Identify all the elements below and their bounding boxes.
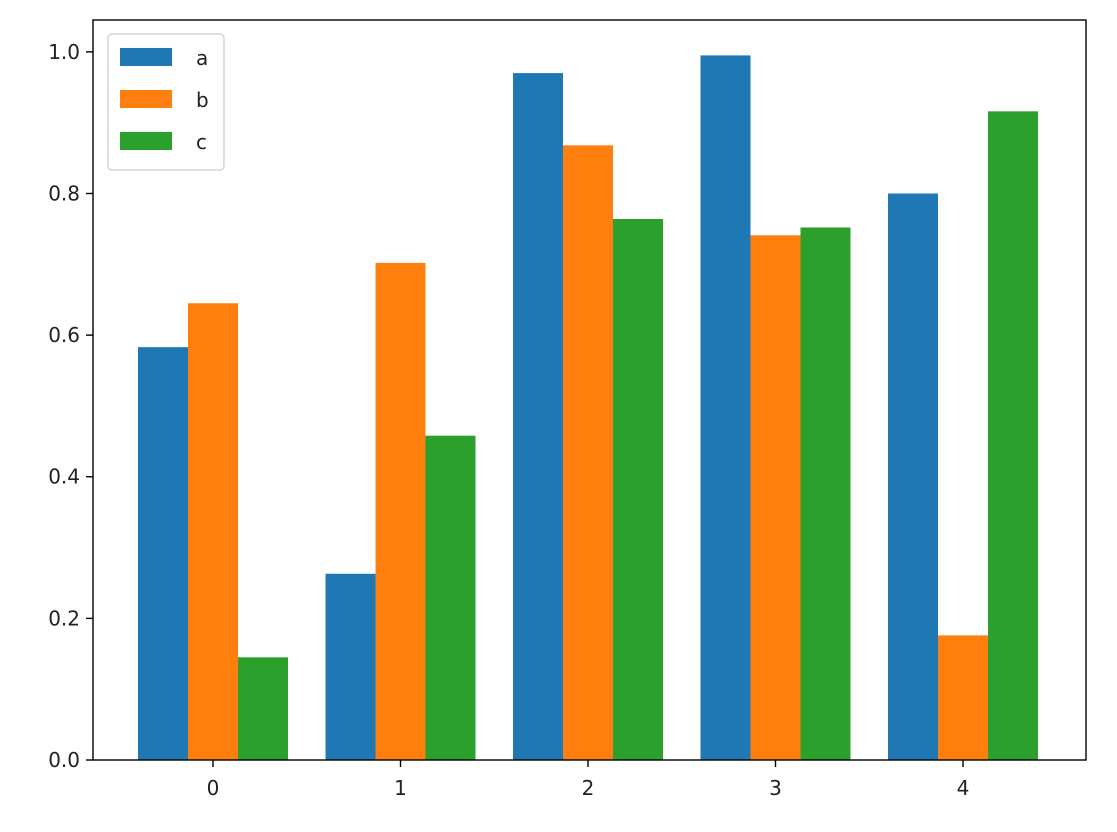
legend-swatch-b: [120, 90, 172, 108]
y-tick-label: 0.8: [48, 181, 80, 205]
x-tick-label: 0: [207, 776, 220, 800]
bar-a-2: [513, 73, 563, 760]
x-tick-label: 3: [769, 776, 782, 800]
legend-label-c: c: [196, 130, 207, 154]
x-tick-label: 2: [582, 776, 595, 800]
bar-a-3: [700, 55, 751, 761]
bar-b-2: [563, 145, 613, 760]
bar-c-3: [800, 227, 851, 760]
x-tick-label: 1: [394, 776, 407, 800]
bar-c-0: [238, 657, 288, 760]
bar-c-2: [613, 218, 663, 760]
y-tick-label: 0.0: [48, 748, 80, 772]
bar-a-0: [138, 347, 188, 760]
legend: abc: [107, 33, 225, 171]
y-tick-label: 0.4: [48, 465, 80, 489]
bar-a-4: [888, 193, 938, 761]
bar-b-0: [188, 303, 238, 760]
plot-frame: [92, 19, 1087, 761]
legend-swatch-a: [120, 48, 172, 66]
bars-layer: [138, 55, 1038, 761]
y-tick-label: 0.6: [48, 323, 80, 347]
legend-label-b: b: [196, 88, 209, 112]
legend-label-a: a: [196, 46, 208, 70]
legend-swatch-c: [120, 132, 172, 150]
bar-c-4: [988, 111, 1038, 760]
y-tick-label: 1.0: [48, 40, 80, 64]
bar-a-1: [325, 573, 376, 760]
bar-c-1: [425, 435, 476, 760]
axes-layer: 0.0 0.2 0.4 0.6 0.8 1.0 0 1 2 3 4: [48, 19, 1087, 800]
y-tick-label: 0.2: [48, 606, 80, 630]
bar-b-3: [750, 235, 801, 761]
x-tick-label: 4: [957, 776, 970, 800]
bar-b-1: [375, 262, 426, 760]
bar-b-4: [938, 635, 988, 760]
